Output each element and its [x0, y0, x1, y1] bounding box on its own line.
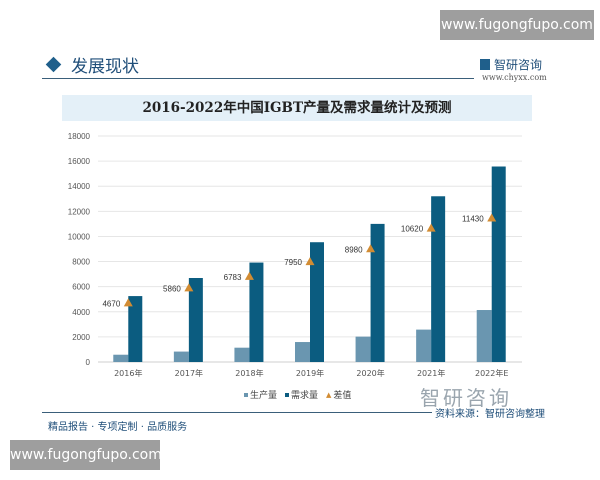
y-tick-label: 0 — [86, 358, 91, 367]
brand-logo: 智研咨询 — [480, 56, 542, 73]
diff-marker — [426, 223, 436, 232]
data-label: 7950 — [284, 258, 302, 267]
x-tick-label: 2017年 — [175, 368, 203, 378]
section-header: 发展现状 — [45, 52, 139, 77]
watermark-url-top: www.fugongfupo.com — [440, 10, 594, 40]
legend-diff: ▲ 差值 — [326, 388, 352, 402]
legend: 生产量 需求量 ▲ 差值 — [244, 388, 351, 401]
legend-demand: 需求量 — [285, 388, 318, 401]
data-label: 5860 — [163, 284, 181, 293]
x-tick-label: 2018年 — [235, 368, 263, 378]
y-tick-label: 18000 — [68, 132, 91, 141]
y-tick-label: 10000 — [68, 232, 91, 241]
bar-demand — [431, 196, 446, 362]
y-tick-label: 12000 — [68, 207, 91, 216]
logo-icon — [480, 59, 490, 70]
x-tick-label: 2016年 — [114, 368, 142, 378]
legend-label: 需求量 — [291, 391, 319, 401]
diff-marker — [123, 298, 133, 307]
x-tick-label: 2021年 — [417, 368, 445, 378]
divider — [42, 412, 432, 413]
bar-demand — [128, 296, 143, 362]
legend-production: 生产量 — [244, 388, 277, 401]
x-tick-label: 2022年E — [475, 368, 508, 378]
diff-marker — [487, 213, 497, 222]
footer-source: 资料来源：智研咨询整理 — [435, 409, 545, 420]
bar-demand — [188, 278, 203, 362]
x-tick-label: 2020年 — [356, 368, 384, 378]
diff-marker — [184, 283, 194, 292]
bar-production — [416, 329, 432, 362]
chart-title: 2016-2022年中国IGBT产量及需求量统计及预测 — [62, 95, 532, 121]
bar-production — [295, 342, 310, 362]
bar-production — [234, 347, 250, 362]
bar-production — [173, 351, 189, 362]
brand-name: 智研咨询 — [494, 58, 543, 72]
y-tick-label: 2000 — [72, 333, 90, 342]
legend-swatch — [285, 392, 290, 397]
data-label: 6783 — [224, 273, 242, 282]
footer-slogan: 精品报告 · 专项定制 · 品质服务 — [48, 422, 188, 433]
data-label: 11430 — [462, 214, 484, 223]
bar-demand — [491, 166, 506, 362]
bar-demand — [310, 242, 324, 362]
y-tick-label: 16000 — [68, 157, 91, 166]
legend-swatch — [244, 392, 248, 397]
diff-marker — [305, 257, 315, 266]
x-tick-label: 2019年 — [296, 368, 324, 378]
bar-demand — [370, 223, 385, 362]
y-tick-label: 8000 — [72, 258, 90, 267]
divider — [42, 78, 474, 79]
legend-label: 生产量 — [250, 391, 278, 401]
diff-marker — [244, 271, 254, 280]
bar-production — [476, 310, 492, 362]
diff-marker — [366, 244, 376, 253]
y-tick-label: 14000 — [68, 182, 91, 191]
data-label: 8980 — [345, 245, 363, 254]
brand-watermark: 智研咨询 — [420, 386, 512, 410]
bar-production — [113, 354, 129, 362]
section-title: 发展现状 — [71, 57, 139, 77]
y-tick-label: 4000 — [72, 308, 90, 317]
data-label: 10620 — [401, 225, 424, 234]
legend-label: 差值 — [333, 391, 352, 401]
watermark-url-bottom: www.fugongfupo.com — [10, 440, 162, 470]
brand-url: www.chyxx.com — [482, 73, 547, 82]
y-tick-label: 6000 — [72, 283, 90, 292]
data-label: 4670 — [102, 299, 120, 308]
bar-production — [355, 336, 371, 362]
bar-demand — [249, 262, 264, 362]
triangle-icon: ▲ — [326, 390, 332, 399]
